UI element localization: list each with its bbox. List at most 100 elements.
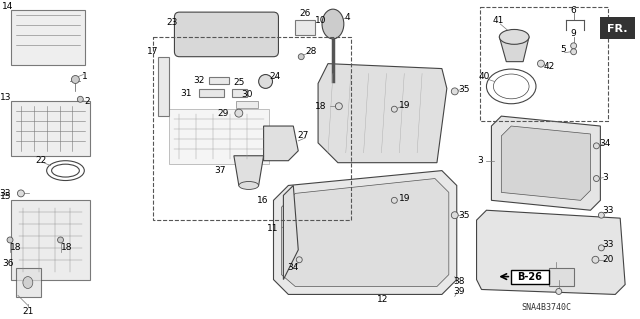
Polygon shape — [477, 210, 625, 294]
Polygon shape — [273, 171, 457, 294]
Bar — [236, 101, 258, 108]
Text: 3: 3 — [602, 173, 608, 182]
Circle shape — [77, 96, 83, 102]
Text: 23: 23 — [167, 18, 178, 26]
Ellipse shape — [322, 9, 344, 39]
Circle shape — [259, 75, 273, 88]
Circle shape — [392, 106, 397, 112]
Circle shape — [556, 288, 562, 294]
Text: 34: 34 — [287, 263, 299, 272]
Circle shape — [451, 212, 458, 219]
Circle shape — [571, 43, 577, 49]
Text: 4: 4 — [345, 12, 351, 22]
Text: 36: 36 — [3, 259, 14, 268]
Circle shape — [335, 103, 342, 110]
Bar — [511, 270, 549, 284]
Text: 28: 28 — [305, 47, 317, 56]
Ellipse shape — [23, 277, 33, 288]
Text: 19: 19 — [399, 194, 410, 203]
Bar — [170, 109, 269, 164]
Circle shape — [598, 212, 604, 218]
Text: 34: 34 — [600, 139, 611, 148]
Bar — [232, 89, 247, 97]
Text: 3: 3 — [477, 156, 483, 165]
Bar — [209, 77, 229, 85]
Text: 11: 11 — [267, 224, 278, 233]
Text: 39: 39 — [453, 287, 465, 296]
Text: 17: 17 — [147, 47, 159, 56]
Text: 33: 33 — [602, 241, 614, 249]
Circle shape — [17, 190, 24, 197]
Text: 19: 19 — [399, 101, 410, 110]
Bar — [549, 268, 573, 286]
Text: 29: 29 — [218, 109, 229, 118]
Circle shape — [538, 60, 545, 67]
Bar — [479, 7, 608, 121]
Text: SNA4B3740C: SNA4B3740C — [521, 303, 571, 312]
Text: 33: 33 — [602, 206, 614, 215]
Polygon shape — [284, 185, 298, 279]
Text: 6: 6 — [571, 6, 577, 15]
Text: 30: 30 — [241, 90, 253, 99]
Text: 20: 20 — [603, 255, 614, 264]
Text: 9: 9 — [571, 29, 577, 38]
Circle shape — [593, 175, 600, 182]
Bar — [199, 89, 224, 97]
Bar — [157, 57, 170, 116]
Bar — [11, 10, 85, 65]
Text: 25: 25 — [233, 78, 244, 87]
Bar — [295, 20, 315, 35]
Polygon shape — [264, 126, 298, 161]
Polygon shape — [499, 32, 529, 62]
Circle shape — [296, 257, 302, 263]
Circle shape — [571, 49, 577, 55]
Text: 16: 16 — [257, 196, 269, 205]
Bar — [153, 37, 351, 220]
Polygon shape — [282, 179, 449, 286]
Circle shape — [598, 245, 604, 251]
Polygon shape — [492, 116, 600, 210]
Text: 18: 18 — [61, 243, 72, 252]
Text: 31: 31 — [180, 89, 191, 98]
Text: 41: 41 — [493, 16, 504, 25]
Text: 33: 33 — [0, 189, 11, 198]
FancyBboxPatch shape — [175, 12, 278, 57]
Ellipse shape — [52, 164, 79, 177]
Circle shape — [593, 143, 600, 149]
Circle shape — [392, 197, 397, 203]
Ellipse shape — [499, 29, 529, 44]
Text: 21: 21 — [22, 307, 33, 316]
Ellipse shape — [239, 182, 259, 189]
Circle shape — [235, 109, 243, 117]
Bar — [600, 17, 635, 39]
Bar — [11, 101, 90, 156]
Circle shape — [7, 237, 13, 243]
Circle shape — [592, 256, 599, 263]
Circle shape — [298, 54, 304, 60]
Bar — [11, 200, 90, 279]
Text: 40: 40 — [479, 72, 490, 81]
Polygon shape — [234, 156, 264, 185]
Circle shape — [72, 76, 79, 84]
Text: 32: 32 — [193, 76, 204, 85]
Text: 26: 26 — [300, 9, 311, 18]
Polygon shape — [318, 63, 447, 163]
Text: 24: 24 — [270, 72, 281, 81]
Text: FR.: FR. — [607, 24, 627, 34]
Text: 27: 27 — [298, 131, 309, 140]
Polygon shape — [501, 126, 591, 200]
Text: 37: 37 — [214, 166, 226, 175]
Text: 22: 22 — [35, 156, 46, 165]
Text: 5: 5 — [560, 45, 566, 54]
Text: 10: 10 — [316, 16, 327, 25]
Text: 38: 38 — [453, 277, 465, 286]
Text: 35: 35 — [458, 85, 469, 94]
Text: 13: 13 — [0, 93, 12, 102]
Text: 42: 42 — [543, 62, 554, 71]
Text: 35: 35 — [458, 211, 469, 220]
Circle shape — [58, 237, 63, 243]
Text: 14: 14 — [3, 2, 13, 11]
Text: B-26: B-26 — [518, 271, 543, 282]
Bar — [16, 268, 41, 297]
Ellipse shape — [493, 74, 529, 99]
